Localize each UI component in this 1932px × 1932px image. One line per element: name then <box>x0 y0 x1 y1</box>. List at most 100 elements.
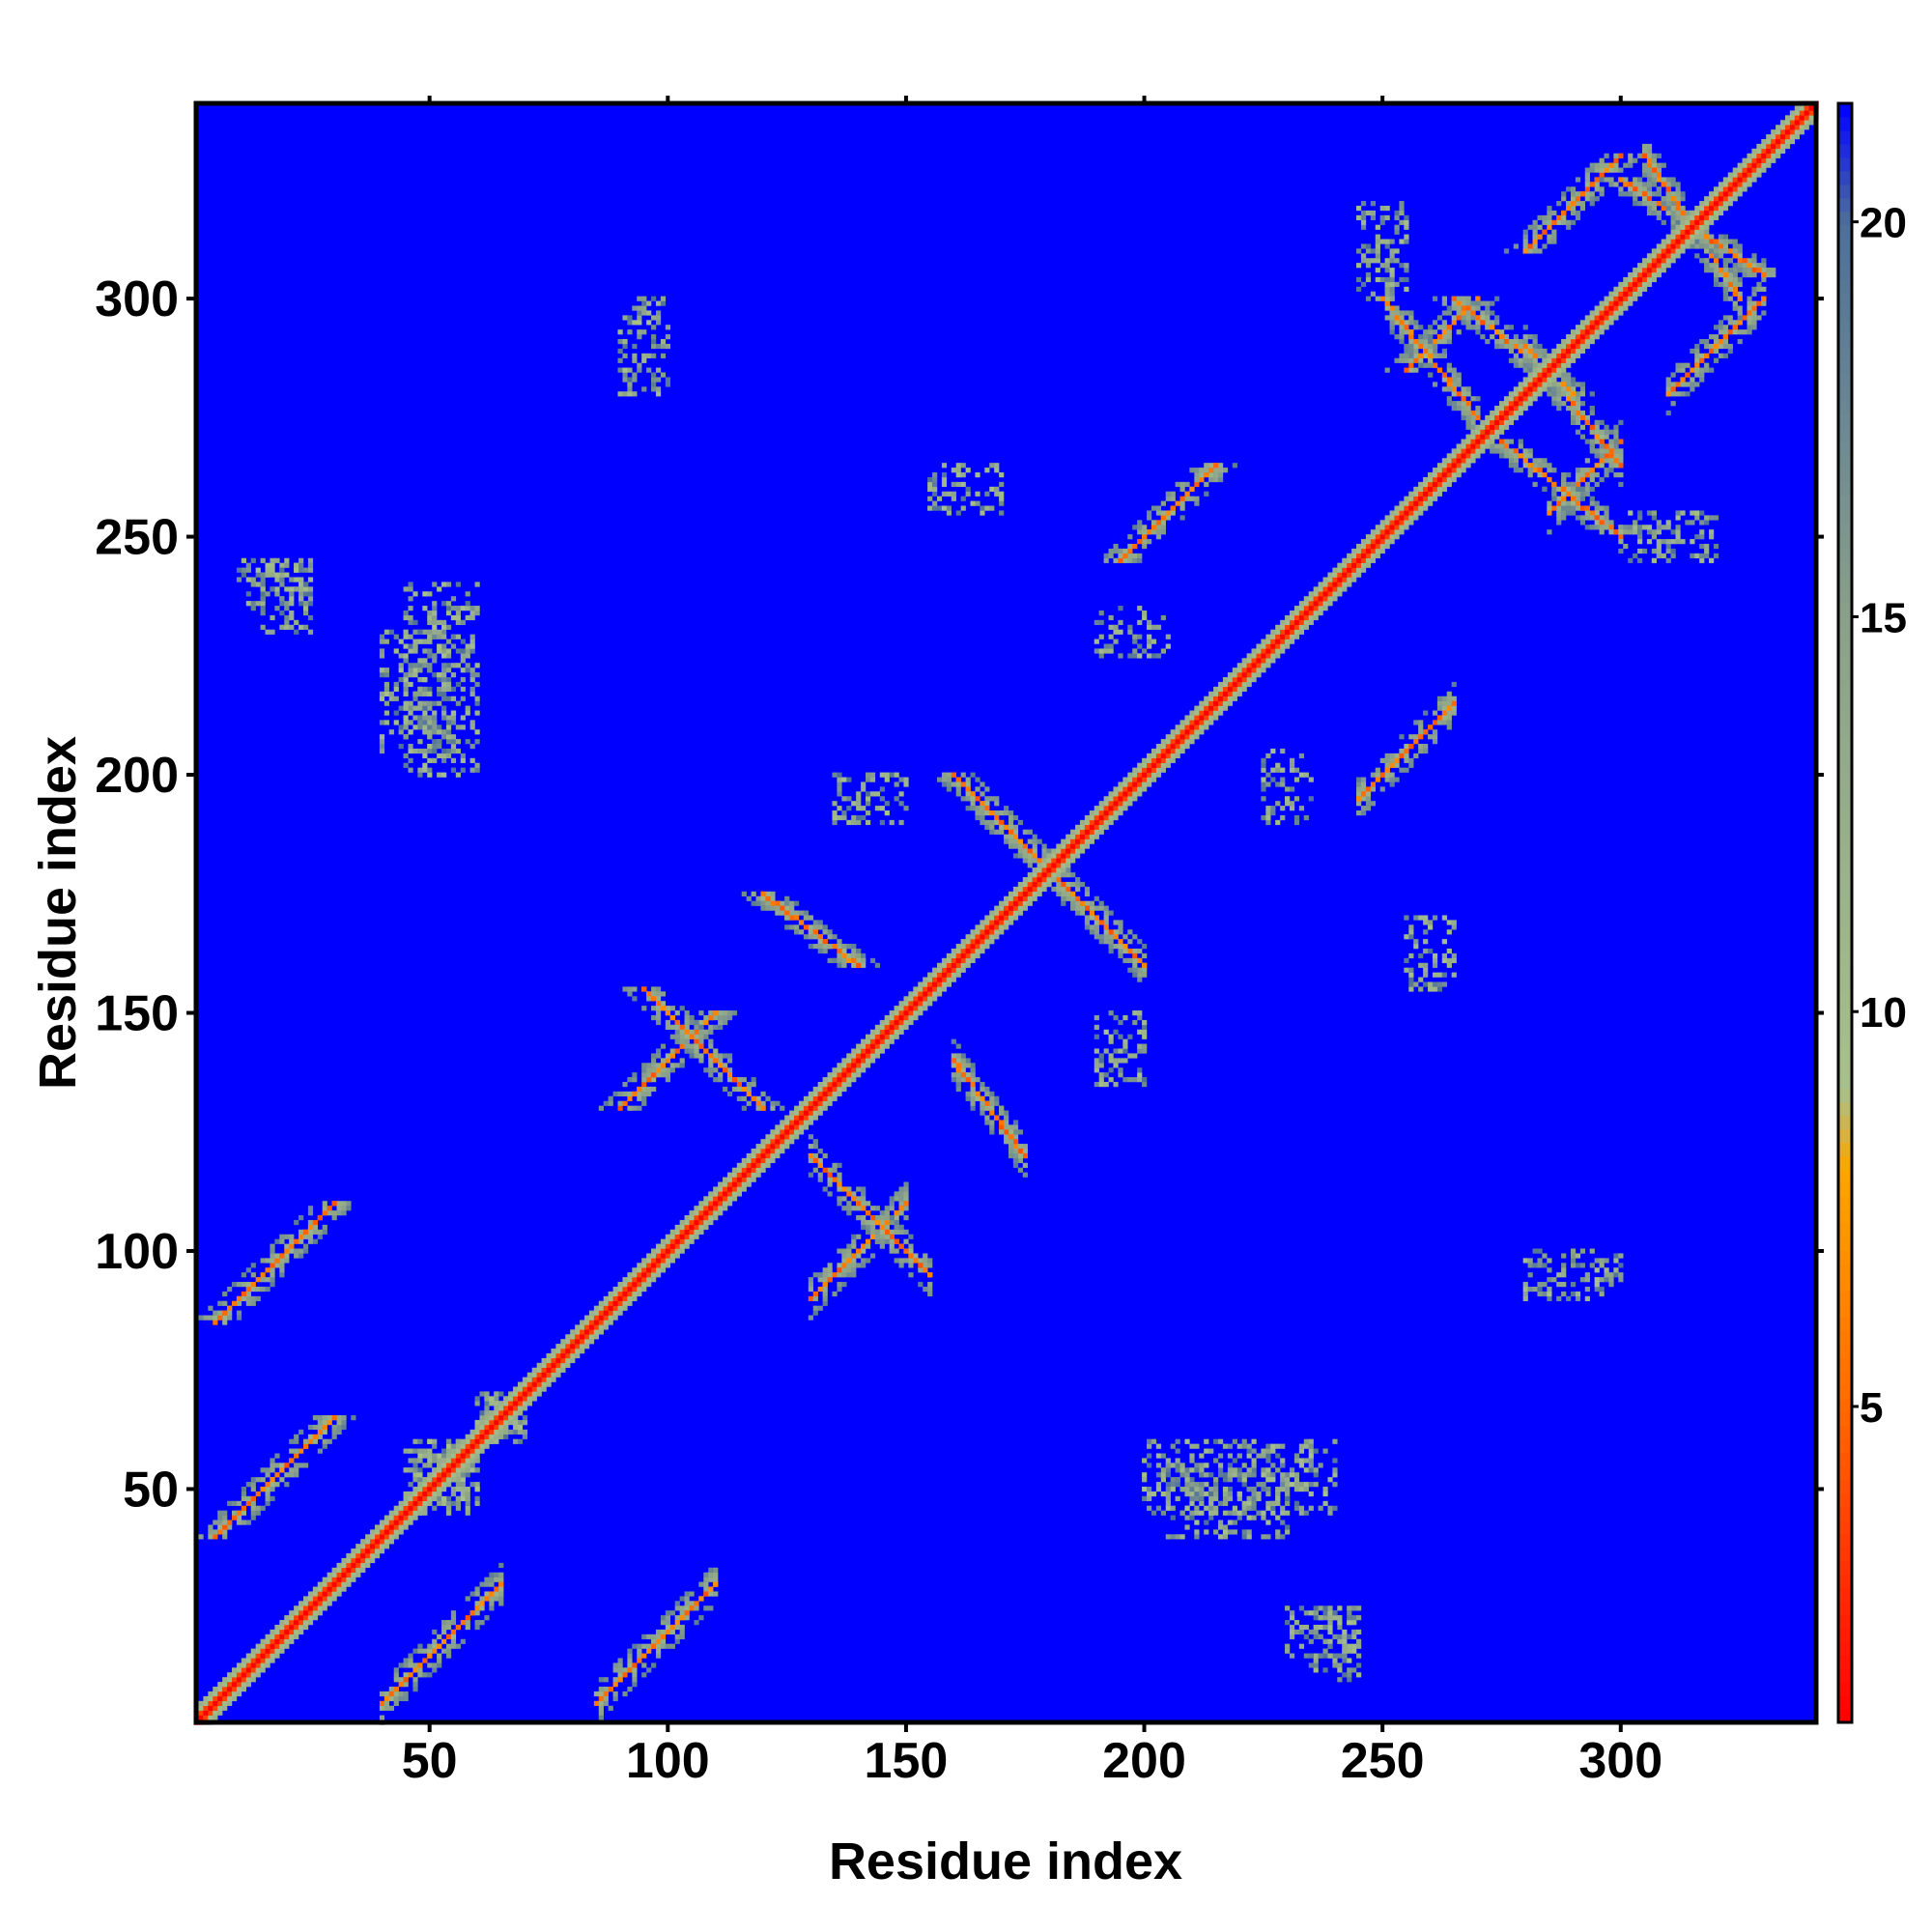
antiparallel-contact-band <box>955 1077 961 1083</box>
parallel-contact-band <box>1379 772 1385 778</box>
contact-cluster <box>1285 801 1291 807</box>
contact-cluster <box>1337 1667 1343 1673</box>
contact-cluster <box>1155 1505 1162 1511</box>
contact-cluster <box>1270 767 1276 773</box>
parallel-contact-band <box>327 1415 332 1421</box>
parallel-contact-band <box>408 1658 413 1663</box>
contact-cluster <box>1251 1491 1257 1497</box>
contact-cluster <box>1118 606 1123 611</box>
parallel-contact-band <box>632 1667 638 1673</box>
antiparallel-contact-band <box>1032 853 1037 859</box>
parallel-contact-band <box>1151 529 1157 535</box>
antiparallel-contact-band <box>1494 343 1500 350</box>
parallel-contact-band <box>384 1690 390 1697</box>
antiparallel-contact-band <box>827 929 833 935</box>
antiparallel-contact-band <box>1646 191 1653 197</box>
contact-cluster <box>1265 781 1271 787</box>
antiparallel-contact-band <box>1570 481 1577 488</box>
antiparallel-contact-band <box>1566 486 1572 492</box>
antiparallel-contact-band <box>1118 924 1123 930</box>
contact-cluster <box>422 724 428 730</box>
antiparallel-contact-band <box>1556 396 1562 402</box>
antiparallel-contact-band <box>955 1058 961 1064</box>
antiparallel-contact-band <box>1428 353 1434 358</box>
contact-cluster <box>408 767 413 773</box>
parallel-contact-band <box>1147 539 1152 545</box>
antiparallel-contact-band <box>861 1196 867 1202</box>
parallel-contact-band <box>1547 210 1552 216</box>
antiparallel-contact-band <box>827 1181 833 1187</box>
parallel-contact-band <box>822 1272 828 1278</box>
contact-cluster <box>1285 1605 1291 1611</box>
antiparallel-contact-band <box>1418 362 1424 368</box>
contact-cluster <box>260 601 266 607</box>
contact-cluster <box>1308 796 1314 802</box>
antiparallel-contact-band <box>923 1253 928 1259</box>
parallel-contact-band <box>1199 468 1205 473</box>
parallel-contact-band <box>832 1272 838 1278</box>
parallel-contact-band <box>1718 320 1724 326</box>
parallel-contact-band <box>1384 767 1390 773</box>
contact-cluster <box>1213 1491 1219 1497</box>
contact-cluster <box>1332 1653 1338 1659</box>
contact-cluster <box>279 596 285 602</box>
contact-cluster <box>279 610 285 616</box>
contact-cluster <box>1289 1634 1295 1639</box>
contact-cluster <box>260 606 266 611</box>
parallel-contact-band <box>1589 191 1595 197</box>
parallel-contact-band <box>474 1591 480 1597</box>
parallel-contact-band <box>660 1620 667 1626</box>
parallel-contact-band <box>1213 468 1219 473</box>
antiparallel-contact-band <box>1570 382 1577 387</box>
antiparallel-contact-band <box>1584 505 1590 511</box>
contact-cluster <box>307 567 314 573</box>
contact-cluster <box>455 1486 461 1492</box>
parallel-contact-band <box>1418 744 1424 750</box>
antiparallel-contact-band <box>1436 367 1443 373</box>
contact-cluster <box>898 801 904 807</box>
antiparallel-contact-band <box>879 1219 885 1226</box>
parallel-contact-band <box>236 1295 242 1301</box>
contact-cluster <box>1227 1491 1234 1497</box>
antiparallel-contact-band <box>1675 210 1681 216</box>
parallel-contact-band <box>450 1610 457 1616</box>
antiparallel-contact-band <box>708 1038 714 1044</box>
contact-cluster <box>1175 1448 1180 1454</box>
contact-cluster <box>255 601 261 607</box>
parallel-contact-band <box>1404 744 1409 750</box>
antiparallel-contact-band <box>1651 162 1658 168</box>
antiparallel-contact-band <box>1446 362 1452 368</box>
parallel-contact-band <box>408 1672 413 1678</box>
parallel-contact-band <box>598 1705 604 1711</box>
antiparallel-contact-band <box>1461 296 1466 301</box>
parallel-contact-band <box>1561 500 1567 506</box>
parallel-contact-band <box>841 1282 847 1288</box>
contact-cluster <box>641 296 647 301</box>
antiparallel-contact-band <box>1118 939 1123 945</box>
contact-cluster <box>951 481 956 488</box>
antiparallel-contact-band <box>1503 339 1510 345</box>
parallel-contact-band <box>698 1010 704 1016</box>
parallel-contact-band <box>427 1653 433 1659</box>
antiparallel-contact-band <box>1075 900 1081 906</box>
antiparallel-contact-band <box>1727 296 1733 301</box>
contact-cluster <box>379 668 385 673</box>
parallel-contact-band <box>708 1591 714 1597</box>
contact-cluster <box>1094 1034 1099 1039</box>
antiparallel-contact-band <box>1722 271 1728 278</box>
antiparallel-contact-band <box>960 772 966 778</box>
contact-cluster <box>1270 777 1276 782</box>
antiparallel-contact-band <box>1675 186 1681 192</box>
contact-cluster <box>1217 1463 1224 1468</box>
parallel-contact-band <box>250 1486 256 1492</box>
parallel-contact-band <box>1436 700 1443 706</box>
antiparallel-contact-band <box>1737 291 1743 297</box>
parallel-contact-band <box>655 1653 662 1659</box>
parallel-contact-band <box>498 1601 504 1606</box>
contact-cluster <box>1103 648 1109 654</box>
contact-cluster <box>1246 1505 1252 1511</box>
antiparallel-contact-band <box>1637 534 1643 540</box>
contact-cluster <box>384 672 390 678</box>
parallel-contact-band <box>1751 310 1757 316</box>
antiparallel-contact-band <box>903 1248 909 1254</box>
